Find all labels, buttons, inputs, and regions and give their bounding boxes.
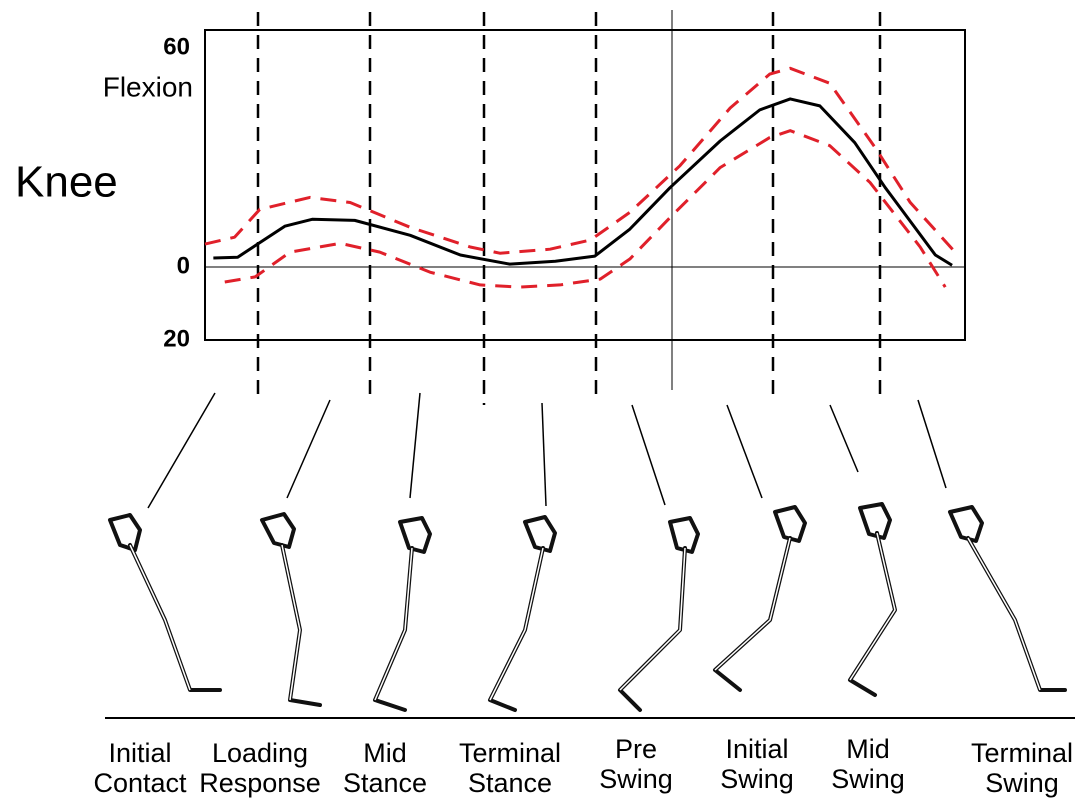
y-tick-label: 60: [163, 34, 190, 61]
phase-label: Initial: [725, 734, 788, 764]
series-line: [204, 66, 957, 255]
phase-dividers: [256, 12, 882, 405]
phase-label: Stance: [343, 768, 427, 798]
y-tick-label: 20: [163, 325, 190, 352]
y-tick-label: 0: [177, 252, 190, 279]
leg-figures: [108, 502, 1067, 712]
phase-label: Contact: [93, 768, 187, 798]
series-line: [213, 97, 953, 267]
y-axis-label: Flexion: [103, 71, 193, 102]
phase-label: Swing: [720, 764, 794, 794]
phase-label: Swing: [985, 768, 1059, 798]
phase-label: Loading: [212, 738, 308, 768]
series-line: [224, 129, 947, 289]
connectors: [147, 392, 947, 509]
chart-title: Knee: [15, 158, 118, 207]
phase-label: Stance: [468, 768, 552, 798]
phase-label: Pre: [615, 734, 657, 764]
phase-label: Swing: [831, 764, 905, 794]
plot-frame: [204, 29, 966, 341]
phase-label: Mid: [846, 734, 890, 764]
phase-label: Response: [199, 768, 321, 798]
phase-label: Mid: [363, 738, 407, 768]
phase-label: Terminal: [971, 738, 1073, 768]
phase-label: Swing: [599, 764, 673, 794]
phase-label: Initial: [108, 738, 171, 768]
phase-label: Terminal: [459, 738, 561, 768]
